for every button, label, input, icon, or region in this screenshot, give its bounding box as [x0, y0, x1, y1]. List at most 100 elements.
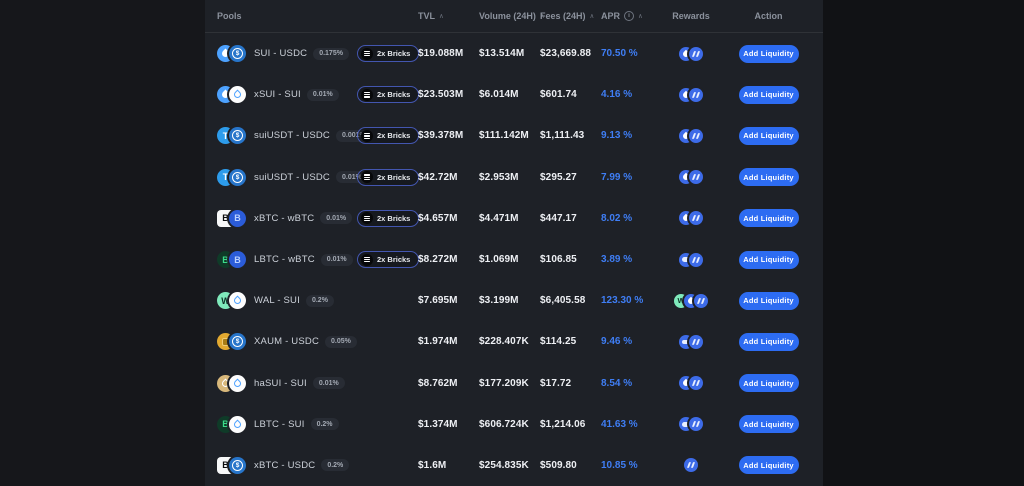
sort-asc-icon[interactable]: ∧ — [539, 13, 545, 20]
rewards-cell — [668, 128, 714, 143]
add-liquidity-button[interactable]: Add Liquidity — [738, 291, 799, 310]
fees-value-cell: $447.17 — [540, 213, 601, 224]
wbtc-icon: B — [229, 209, 246, 227]
col-header-tvl[interactable]: TVL ∧ — [418, 11, 479, 21]
sort-asc-icon[interactable]: ∧ — [638, 13, 643, 20]
bricks-cell: 2x Bricks — [357, 45, 420, 63]
pool-pair-label: haSUI - SUI — [254, 377, 307, 389]
add-liquidity-button[interactable]: Add Liquidity — [738, 126, 799, 145]
col-header-volume[interactable]: Volume (24H) ∧ — [479, 11, 545, 21]
bricks-badge-label: 2x Bricks — [377, 131, 411, 141]
info-icon[interactable]: i — [624, 11, 635, 21]
col-header-apr[interactable]: APR i ∧ — [601, 11, 668, 21]
apr-cell: 3.89 % — [601, 254, 668, 265]
table-row[interactable]: B B xBTC - wBTC 0.01% 2x Bricks $4.657M $4.471… — [205, 198, 823, 239]
add-liquidity-button[interactable]: Add Liquidity — [738, 44, 799, 63]
bricks-badge-label: 2x Bricks — [377, 49, 411, 59]
table-header: Pools TVL ∧ Volume (24H) ∧ Fees (24H) ∧ … — [205, 0, 823, 33]
tvl-value-cell: $23.503M — [418, 89, 479, 100]
table-row[interactable]: xSUI - SUI 0.01% 2x Bricks $23.503M $6.014M $… — [205, 74, 823, 115]
volume-value-cell: $1.069M — [479, 254, 540, 265]
fee-tier-badge: 0.01% — [306, 88, 339, 101]
reward-icons — [679, 128, 703, 143]
add-liquidity-button[interactable]: Add Liquidity — [738, 209, 799, 228]
volume-value: $13.514M — [479, 48, 525, 60]
fee-tier-badge: 0.2% — [321, 459, 350, 472]
fee-tier-badge: 0.01% — [312, 377, 345, 390]
sort-asc-icon[interactable]: ∧ — [589, 13, 595, 20]
table-row[interactable]: B $ xBTC - USDC 0.2% $1.6M $254.835K $509.80 10… — [205, 445, 823, 486]
usdc-icon: $ — [229, 127, 246, 145]
token-pair-icons: $ — [217, 45, 246, 63]
table-row[interactable]: $ SUI - USDC 0.175% 2x Bricks $19.088M $13.51… — [205, 33, 823, 74]
volume-value-cell: $13.514M — [479, 48, 540, 59]
bricks-icon — [361, 129, 373, 142]
action-cell: Add Liquidity — [714, 85, 823, 104]
col-header-rewards: Rewards — [668, 11, 714, 21]
apr-cell: 41.63 % — [601, 419, 668, 430]
bricks-badge[interactable]: 2x Bricks — [357, 209, 420, 227]
tvl-value-cell: $8.272M — [418, 254, 479, 265]
bricks-badge[interactable]: 2x Bricks — [357, 127, 420, 145]
tvl-value: $8.272M — [418, 254, 458, 266]
fees-value: $17.72 — [540, 377, 572, 389]
tvl-value: $23.503M — [418, 89, 464, 101]
bricks-cell: 2x Bricks — [357, 86, 420, 104]
col-header-fees[interactable]: Fees (24H) ∧ — [540, 11, 601, 21]
bricks-badge[interactable]: 2x Bricks — [357, 45, 420, 63]
table-row[interactable]: B LBTC - SUI 0.2% $1.374M $606.724K $1,214.06… — [205, 404, 823, 445]
table-row[interactable]: W WAL - SUI 0.2% $7.695M $3.199M $6,405.58 123… — [205, 280, 823, 321]
fees-value: $601.74 — [540, 89, 577, 101]
pool-rows: $ SUI - USDC 0.175% 2x Bricks $19.088M $13.51… — [205, 33, 823, 486]
table-row[interactable]: haSUI - SUI 0.01% $8.762M $177.209K $17.72 8.… — [205, 363, 823, 404]
bricks-badge[interactable]: 2x Bricks — [357, 86, 420, 104]
add-liquidity-button[interactable]: Add Liquidity — [738, 332, 799, 351]
volume-value-cell: $254.835K — [479, 460, 540, 471]
fees-value-cell: $601.74 — [540, 89, 601, 100]
add-liquidity-button[interactable]: Add Liquidity — [738, 250, 799, 269]
add-liquidity-button[interactable]: Add Liquidity — [738, 374, 799, 393]
sort-asc-icon[interactable]: ∧ — [439, 13, 444, 20]
bricks-icon — [361, 212, 373, 225]
tvl-value-cell: $42.72M — [418, 172, 479, 183]
action-cell: Add Liquidity — [714, 168, 823, 187]
tvl-value-cell: $1.374M — [418, 419, 479, 430]
table-row[interactable]: T $ suiUSDT - USDC 0.01% 2x Bricks $42.72M $2.… — [205, 157, 823, 198]
tvl-value: $4.657M — [418, 212, 458, 224]
table-row[interactable]: B B LBTC - wBTC 0.01% 2x Bricks $8.272M $1.069… — [205, 239, 823, 280]
pool-pair-label: LBTC - SUI — [254, 418, 305, 430]
fee-tier-badge: 0.175% — [313, 47, 349, 60]
rewards-cell — [668, 252, 714, 267]
pool-cell: T $ suiUSDT - USDC 0.01% — [205, 168, 368, 186]
fees-value-cell: $114.25 — [540, 336, 601, 347]
bricks-badge[interactable]: 2x Bricks — [357, 251, 420, 269]
volume-value: $606.724K — [479, 418, 529, 430]
mmt-icon — [689, 128, 703, 143]
add-liquidity-button[interactable]: Add Liquidity — [738, 415, 799, 434]
table-row[interactable]: $ XAUM - USDC 0.05% $1.974M $228.407K $114.25… — [205, 321, 823, 362]
fees-value-cell: $17.72 — [540, 378, 601, 389]
add-liquidity-button[interactable]: Add Liquidity — [738, 168, 799, 187]
apr-value: 41.63 % — [601, 418, 638, 430]
mmt-icon — [689, 417, 703, 432]
fees-value-cell: $6,405.58 — [540, 295, 601, 306]
action-cell: Add Liquidity — [714, 374, 823, 393]
pool-cell: T $ suiUSDT - USDC 0.001% — [205, 127, 372, 145]
fees-value-cell: $106.85 — [540, 254, 601, 265]
action-cell: Add Liquidity — [714, 209, 823, 228]
add-liquidity-button[interactable]: Add Liquidity — [738, 456, 799, 475]
tvl-value: $1.6M — [418, 459, 447, 471]
tvl-value-cell: $1.974M — [418, 336, 479, 347]
volume-value-cell: $3.199M — [479, 295, 540, 306]
col-header-action-label: Action — [754, 11, 783, 21]
token-pair-icons: B — [217, 415, 246, 433]
col-header-apr-label: APR — [601, 11, 621, 21]
mmt-icon — [689, 334, 703, 349]
col-header-pools: Pools — [205, 11, 357, 21]
bricks-badge[interactable]: 2x Bricks — [357, 168, 420, 186]
col-header-action: Action — [714, 11, 823, 21]
table-row[interactable]: T $ suiUSDT - USDC 0.001% 2x Bricks $39.378M $… — [205, 115, 823, 156]
tvl-value-cell: $4.657M — [418, 213, 479, 224]
add-liquidity-button[interactable]: Add Liquidity — [738, 85, 799, 104]
